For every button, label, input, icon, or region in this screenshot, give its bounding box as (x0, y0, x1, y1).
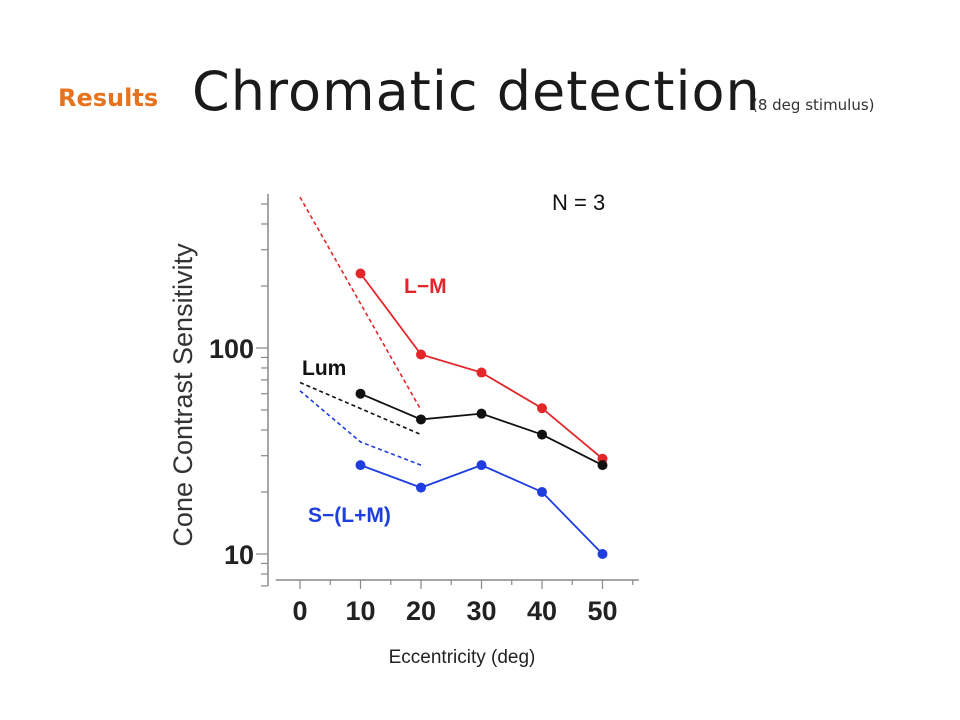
slide-title: Chromatic detection (192, 60, 761, 123)
fit-line (299, 196, 422, 411)
x-tick-label: 40 (527, 596, 557, 626)
data-point (355, 388, 366, 399)
series-line (359, 272, 604, 460)
data-point (416, 349, 426, 360)
n-annotation: N = 3 (552, 190, 605, 215)
data-point (537, 403, 547, 414)
x-tick-label: 50 (587, 596, 617, 626)
section-label: Results (58, 84, 159, 112)
data-point (597, 460, 608, 471)
data-point (476, 408, 487, 419)
fit-line (299, 381, 422, 436)
data-point (597, 549, 608, 559)
slide-subtitle: (8 deg stimulus) (752, 96, 875, 114)
data-point (476, 460, 487, 471)
x-tick-label: 30 (466, 596, 496, 626)
data-point (537, 486, 547, 497)
x-axis-title: Eccentricity (deg) (389, 647, 536, 668)
data-point (476, 367, 487, 378)
data-point (355, 268, 366, 279)
series-line (360, 464, 604, 555)
y-tick-label: 100 (209, 334, 254, 364)
data-point (355, 460, 366, 471)
x-tick-label: 20 (406, 596, 436, 626)
data-point (537, 429, 547, 440)
data-point (416, 482, 426, 493)
data-point (416, 414, 426, 425)
slide-header: Results Chromatic detection (8 deg stimu… (0, 0, 960, 150)
y-axis-title: Cone Contrast Sensitivity (168, 243, 198, 547)
series-label: S−(L+M) (308, 504, 391, 527)
series-label: L−M (404, 275, 447, 298)
x-tick-label: 0 (292, 596, 307, 626)
series-label: Lum (302, 357, 346, 380)
fit-line (299, 390, 422, 466)
x-tick-label: 10 (345, 596, 375, 626)
y-tick-label: 10 (224, 540, 254, 570)
